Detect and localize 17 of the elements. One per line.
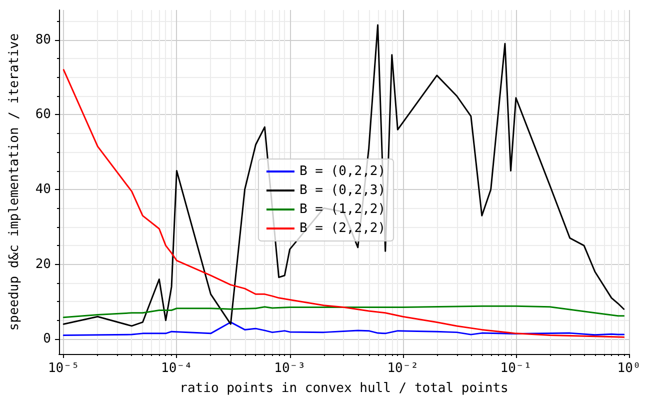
y-tick-label: 60 <box>35 107 51 122</box>
x-tick-label: 10⁻³ <box>274 361 306 376</box>
x-tick-label: 10⁰ <box>617 361 641 376</box>
legend-label: B = (1,2,2) <box>299 202 386 217</box>
y-tick-label: 0 <box>43 332 51 347</box>
legend-label: B = (0,2,3) <box>299 183 386 198</box>
x-tick-label: 10⁻⁵ <box>48 361 80 376</box>
y-tick-label: 40 <box>35 182 51 197</box>
x-tick-label: 10⁻⁴ <box>161 361 192 376</box>
legend-label: B = (2,2,2) <box>299 221 386 236</box>
x-tick-label: 10⁻¹ <box>500 361 532 376</box>
y-axis-title: speedup d&c implementation / iterative <box>7 33 22 331</box>
y-tick-label: 80 <box>35 32 51 48</box>
x-tick-label: 10⁻² <box>387 361 419 376</box>
y-tick-label: 20 <box>35 256 51 272</box>
legend-label: B = (0,2,2) <box>299 164 386 179</box>
x-axis-title: ratio points in convex hull / total points <box>180 381 508 396</box>
